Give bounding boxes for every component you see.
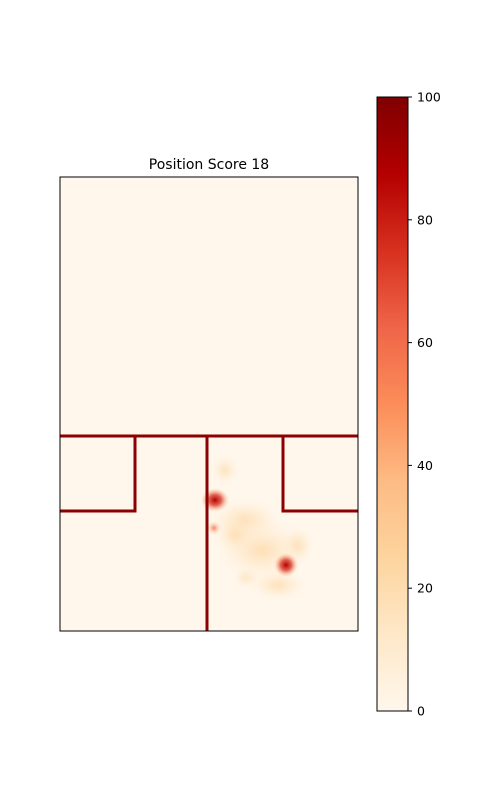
colorbar-tick-label: 40 [417,458,433,473]
hotspot-small [207,521,221,535]
heatmap-background [60,177,358,631]
colorbar-tick-label: 0 [417,704,425,719]
hotspot-lower-right [274,553,298,577]
field-line-left-box [60,436,137,513]
colorbar-tick-label: 80 [417,212,433,227]
field-line-right-box [281,436,358,513]
plot-frame [59,176,359,632]
heat-layer [201,456,312,599]
field-lines [60,434,358,631]
colorbar [376,96,409,712]
colorbar-tick-label: 60 [417,335,433,350]
hotspot-upper-left [201,488,229,512]
colorbar-tick-label: 100 [417,90,441,105]
colorbar-tick-label: 20 [417,581,433,596]
colorbar-ticks: 0 20 40 60 80 100 [408,90,441,719]
chart-title: Position Score 18 [149,157,269,173]
